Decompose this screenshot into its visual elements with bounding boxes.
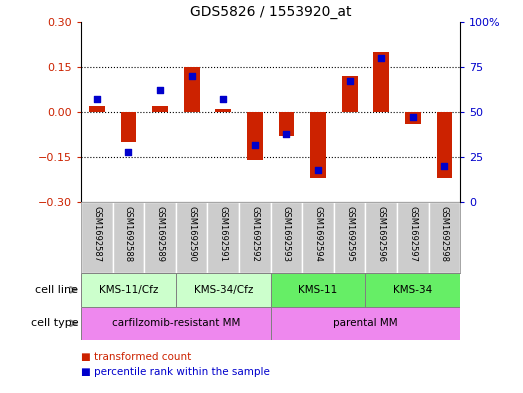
- Text: GSM1692594: GSM1692594: [314, 206, 323, 262]
- Text: cell type: cell type: [31, 318, 78, 328]
- Text: KMS-11: KMS-11: [299, 285, 338, 295]
- Text: KMS-34/Cfz: KMS-34/Cfz: [194, 285, 253, 295]
- Bar: [176, 202, 208, 273]
- Point: [93, 96, 101, 103]
- Bar: [366, 202, 397, 273]
- Point: [314, 167, 322, 173]
- Bar: [334, 202, 366, 273]
- Text: cell line: cell line: [36, 285, 78, 295]
- Text: ■ transformed count: ■ transformed count: [81, 352, 191, 362]
- Text: KMS-34: KMS-34: [393, 285, 433, 295]
- Point: [219, 96, 228, 103]
- Bar: [437, 112, 452, 178]
- Text: GSM1692596: GSM1692596: [377, 206, 386, 262]
- Bar: [121, 112, 137, 142]
- Point: [124, 149, 133, 155]
- Title: GDS5826 / 1553920_at: GDS5826 / 1553920_at: [190, 5, 351, 19]
- Point: [156, 87, 164, 94]
- Point: [408, 114, 417, 121]
- Text: GSM1692595: GSM1692595: [345, 206, 354, 262]
- Bar: [81, 307, 271, 340]
- Bar: [215, 109, 231, 112]
- Text: GSM1692593: GSM1692593: [282, 206, 291, 262]
- Bar: [176, 273, 271, 307]
- Bar: [81, 202, 112, 273]
- Bar: [184, 67, 200, 112]
- Bar: [208, 202, 239, 273]
- Bar: [89, 106, 105, 112]
- Text: GSM1692589: GSM1692589: [155, 206, 165, 262]
- Bar: [81, 273, 176, 307]
- Text: GSM1692592: GSM1692592: [251, 206, 259, 262]
- Bar: [247, 112, 263, 160]
- Bar: [271, 202, 302, 273]
- Bar: [152, 106, 168, 112]
- Bar: [310, 112, 326, 178]
- Bar: [397, 202, 429, 273]
- Text: GSM1692590: GSM1692590: [187, 206, 196, 262]
- Text: GSM1692588: GSM1692588: [124, 206, 133, 262]
- Text: GSM1692597: GSM1692597: [408, 206, 417, 262]
- Bar: [342, 76, 358, 112]
- Bar: [429, 202, 460, 273]
- Bar: [271, 273, 366, 307]
- Bar: [144, 202, 176, 273]
- Text: GSM1692598: GSM1692598: [440, 206, 449, 262]
- Bar: [239, 202, 271, 273]
- Point: [377, 55, 385, 61]
- Bar: [366, 273, 460, 307]
- Bar: [373, 52, 389, 112]
- Point: [251, 141, 259, 148]
- Text: ■ percentile rank within the sample: ■ percentile rank within the sample: [81, 367, 270, 377]
- Bar: [112, 202, 144, 273]
- Point: [346, 78, 354, 84]
- Text: carfilzomib-resistant MM: carfilzomib-resistant MM: [112, 318, 240, 328]
- Text: parental MM: parental MM: [333, 318, 398, 328]
- Point: [440, 163, 449, 169]
- Point: [187, 73, 196, 79]
- Bar: [302, 202, 334, 273]
- Bar: [405, 112, 420, 124]
- Bar: [271, 307, 460, 340]
- Text: GSM1692591: GSM1692591: [219, 206, 228, 262]
- Bar: [279, 112, 294, 136]
- Text: KMS-11/Cfz: KMS-11/Cfz: [99, 285, 158, 295]
- Point: [282, 130, 291, 137]
- Text: GSM1692587: GSM1692587: [93, 206, 101, 262]
